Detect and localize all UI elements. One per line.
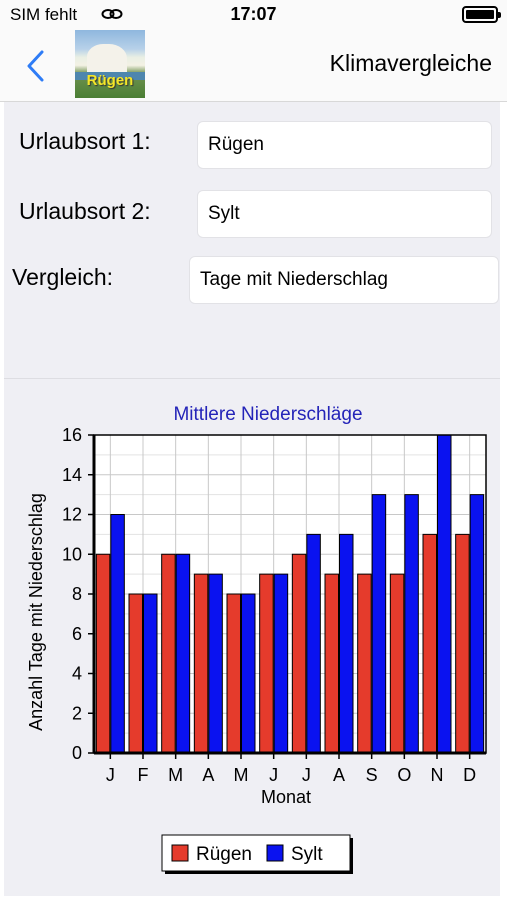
bar-series1 — [95, 553, 111, 754]
x-tick-label: A — [202, 765, 214, 785]
chevron-left-icon — [27, 50, 44, 82]
x-tick-label: N — [431, 765, 444, 785]
bar-series2 — [241, 593, 256, 754]
bar-series2 — [110, 514, 125, 754]
legend-swatch — [266, 844, 284, 862]
bar-series1 — [291, 553, 307, 754]
y-tick-label: 6 — [72, 624, 82, 644]
logo-text: Rügen — [86, 72, 134, 89]
x-axis-label: Monat — [261, 787, 311, 807]
location1-value: Rügen — [208, 134, 264, 155]
location2-field[interactable]: Sylt — [197, 190, 492, 238]
legend-label: Sylt — [291, 844, 323, 865]
y-tick-label: 8 — [72, 584, 82, 604]
location2-value: Sylt — [208, 203, 240, 224]
legend-box — [161, 834, 351, 872]
bar-series1 — [422, 533, 437, 754]
bar-series1 — [455, 533, 470, 754]
legend-swatch — [171, 844, 189, 862]
status-bar: SIM fehlt 17:07 — [0, 0, 507, 30]
bar-series2 — [469, 494, 485, 754]
bar-series1 — [324, 573, 339, 754]
x-tick-label: S — [366, 765, 378, 785]
y-tick-label: 2 — [72, 703, 82, 723]
bar-series1 — [226, 593, 241, 754]
bar-series2 — [437, 434, 452, 754]
x-tick-label: M — [234, 765, 249, 785]
y-tick-label: 16 — [62, 425, 82, 445]
x-tick-label: A — [333, 765, 345, 785]
bar-series2 — [208, 573, 223, 754]
legend-label: Rügen — [196, 844, 252, 865]
y-tick-label: 14 — [62, 465, 82, 485]
x-tick-label: J — [302, 765, 311, 785]
chart-panel: Mittlere Niederschläge 0 2 4 6 8 10 12 14 16 J F M A M… — [4, 378, 500, 896]
y-tick-label: 12 — [62, 505, 82, 525]
y-tick-label: 0 — [72, 743, 82, 763]
comparison-value: Tage mit Niederschlag — [200, 269, 388, 290]
bar-series1 — [389, 573, 405, 754]
bar-series2 — [143, 593, 158, 754]
back-button[interactable] — [18, 46, 58, 86]
location1-field[interactable]: Rügen — [197, 121, 492, 169]
x-tick-label: J — [269, 765, 278, 785]
location-logo-image: Rügen — [75, 30, 145, 98]
x-tick-label: J — [106, 765, 115, 785]
page-title: Klimavergleiche — [329, 50, 492, 76]
x-tick-label: D — [463, 765, 476, 785]
comparison-field[interactable]: Tage mit Niederschlag — [189, 256, 499, 304]
y-axis-label: Anzahl Tage mit Niederschlag — [26, 493, 46, 731]
bar-series2 — [404, 494, 419, 754]
bar-series2 — [371, 494, 387, 754]
x-tick-label: F — [138, 765, 149, 785]
bar-series1 — [259, 573, 274, 754]
comparison-label: Vergleich: — [12, 264, 114, 290]
location1-label: Urlaubsort 1: — [19, 128, 151, 154]
clock-time: 17:07 — [230, 4, 277, 24]
x-tick-label: M — [168, 765, 183, 785]
battery-full-icon — [462, 6, 501, 23]
location2-label: Urlaubsort 2: — [19, 198, 151, 224]
carrier-label: SIM fehlt — [10, 5, 78, 24]
bar-series2 — [273, 573, 289, 754]
bar-series2 — [175, 553, 191, 754]
y-tick-label: 4 — [72, 664, 82, 684]
bar-series1 — [357, 573, 372, 754]
bar-series1 — [128, 593, 143, 754]
y-tick-label: 10 — [62, 544, 82, 564]
x-tick-label: O — [397, 765, 411, 785]
bar-series1 — [161, 553, 176, 754]
bar-series2 — [339, 533, 354, 754]
navigation-bar: Rügen Klimavergleiche — [0, 30, 507, 102]
link-icon — [101, 6, 123, 27]
bar-series1 — [193, 573, 209, 754]
bar-series2 — [306, 533, 321, 754]
chart-title: Mittlere Niederschläge — [173, 404, 362, 425]
comparison-form: Urlaubsort 1: Rügen Urlaubsort 2: Sylt V… — [4, 102, 500, 378]
